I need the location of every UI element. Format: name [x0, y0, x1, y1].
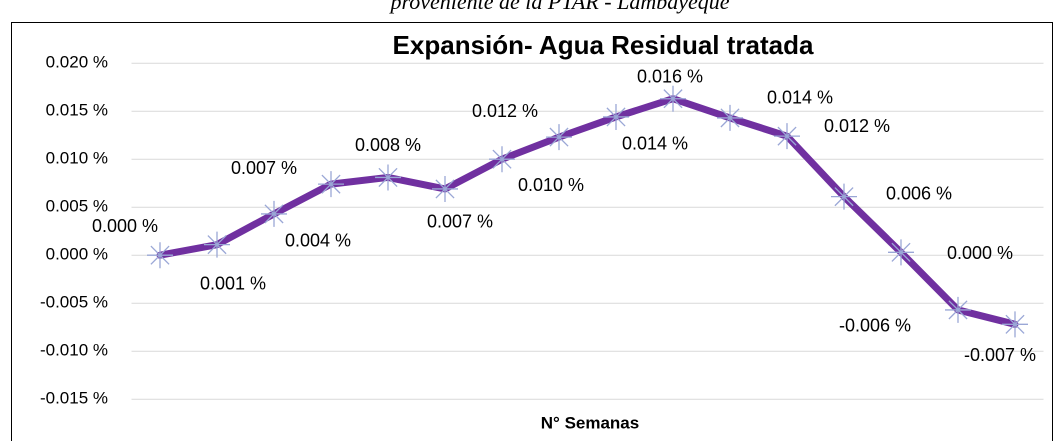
point-marker: [831, 183, 857, 210]
data-label: 0.008 %: [355, 135, 421, 155]
y-tick-label: -0.010 %: [40, 341, 108, 360]
point-marker: [432, 175, 458, 202]
y-tick-label: 0.015 %: [46, 101, 108, 120]
data-label: -0.007 %: [964, 345, 1036, 365]
y-tick-label: 0.000 %: [46, 245, 108, 264]
data-label: 0.012 %: [472, 101, 538, 121]
point-marker: [888, 239, 914, 266]
point-marker: [603, 103, 629, 130]
x-axis-label: N° Semanas: [541, 413, 639, 432]
y-tick-label: -0.015 %: [40, 389, 108, 408]
data-label: -0.006 %: [839, 316, 911, 336]
data-label: 0.000 %: [92, 216, 158, 236]
data-label: 0.016 %: [637, 66, 703, 86]
data-label: 0.007 %: [427, 212, 493, 232]
data-label: 0.010 %: [518, 175, 584, 195]
point-marker: [774, 123, 800, 150]
caption: proveniente de la PTAR - Lambayeque: [388, 0, 729, 14]
data-label: 0.012 %: [824, 116, 890, 136]
y-tick-label: 0.010 %: [46, 149, 108, 168]
data-label: 0.014 %: [622, 134, 688, 154]
point-marker: [1002, 311, 1028, 338]
data-label: 0.004 %: [285, 231, 351, 251]
point-marker: [546, 124, 572, 151]
data-label: 0.007 %: [231, 158, 297, 178]
chart-frame: [11, 22, 1053, 441]
data-label: 0.006 %: [886, 183, 952, 203]
point-marker: [204, 231, 230, 258]
point-marker: [717, 104, 743, 131]
data-label: 0.000 %: [947, 243, 1013, 263]
point-marker: [660, 85, 686, 112]
point-marker: [375, 164, 401, 191]
point-marker: [318, 171, 344, 198]
point-marker: [261, 200, 287, 227]
y-tick-label: -0.005 %: [40, 293, 108, 312]
data-label: 0.001 %: [200, 273, 266, 293]
point-marker: [945, 296, 971, 323]
point-marker: [489, 146, 515, 173]
point-marker: [147, 242, 173, 269]
y-tick-label: 0.020 %: [46, 53, 108, 72]
y-tick-label: 0.005 %: [46, 197, 108, 216]
data-line: [156, 95, 1019, 328]
data-label: 0.014 %: [767, 88, 833, 108]
chart-title: Expansión- Agua Residual tratada: [393, 30, 814, 60]
